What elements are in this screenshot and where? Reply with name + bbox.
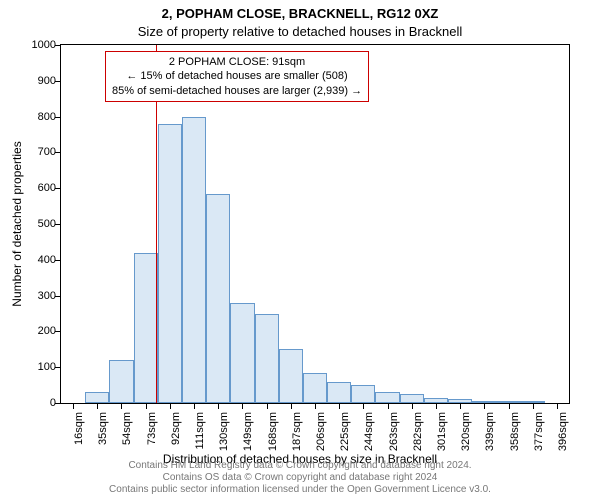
ytick-label: 900 — [16, 75, 56, 87]
annotation-line3: 85% of semi-detached houses are larger (… — [112, 84, 362, 98]
xtick-mark — [194, 404, 195, 409]
annotation-line2: ← 15% of detached houses are smaller (50… — [112, 69, 362, 83]
histogram-bar — [85, 392, 109, 403]
xtick-mark — [388, 404, 389, 409]
xtick-mark — [218, 404, 219, 409]
xtick-mark — [339, 404, 340, 409]
histogram-bar — [109, 360, 133, 403]
xtick-mark — [242, 404, 243, 409]
ytick-label: 600 — [16, 182, 56, 194]
histogram-bar — [182, 117, 206, 403]
xtick-mark — [557, 404, 558, 409]
histogram-bar — [375, 392, 399, 403]
histogram-bar — [400, 394, 424, 403]
ytick-label: 300 — [16, 290, 56, 302]
histogram-bar — [134, 253, 158, 403]
ytick-label: 100 — [16, 361, 56, 373]
footer-line2: Contains OS data © Crown copyright and d… — [0, 472, 600, 484]
histogram-bar — [158, 124, 182, 403]
ytick-label: 400 — [16, 254, 56, 266]
histogram-bar — [230, 303, 254, 403]
xtick-mark — [267, 404, 268, 409]
chart-subtitle: Size of property relative to detached ho… — [0, 24, 600, 39]
footer-line1: Contains HM Land Registry data © Crown c… — [0, 460, 600, 472]
xtick-mark — [315, 404, 316, 409]
footer: Contains HM Land Registry data © Crown c… — [0, 460, 600, 496]
histogram-bar — [424, 398, 448, 403]
xtick-mark — [436, 404, 437, 409]
annotation-box: 2 POPHAM CLOSE: 91sqm ← 15% of detached … — [105, 51, 369, 102]
xtick-mark — [170, 404, 171, 409]
footer-line3: Contains public sector information licen… — [0, 484, 600, 496]
xtick-mark — [121, 404, 122, 409]
histogram-bar — [206, 194, 230, 403]
histogram-bar — [521, 401, 545, 403]
ytick-label: 500 — [16, 218, 56, 230]
xtick-mark — [291, 404, 292, 409]
ytick-label: 700 — [16, 146, 56, 158]
histogram-bar — [496, 401, 520, 403]
histogram-bar — [351, 385, 375, 403]
xtick-mark — [484, 404, 485, 409]
histogram-bar — [279, 349, 303, 403]
xtick-mark — [509, 404, 510, 409]
xtick-mark — [146, 404, 147, 409]
plot-area: 2 POPHAM CLOSE: 91sqm ← 15% of detached … — [60, 44, 570, 404]
histogram-bar — [255, 314, 279, 404]
ytick-label: 1000 — [16, 39, 56, 51]
histogram-bar — [448, 399, 472, 403]
annotation-line1: 2 POPHAM CLOSE: 91sqm — [112, 55, 362, 69]
xtick-mark — [363, 404, 364, 409]
xtick-mark — [73, 404, 74, 409]
xtick-mark — [460, 404, 461, 409]
ytick-label: 800 — [16, 111, 56, 123]
chart-title: 2, POPHAM CLOSE, BRACKNELL, RG12 0XZ — [0, 6, 600, 21]
xtick-mark — [97, 404, 98, 409]
histogram-bar — [472, 401, 496, 403]
xtick-mark — [412, 404, 413, 409]
ytick-label: 0 — [16, 397, 56, 409]
xtick-mark — [533, 404, 534, 409]
histogram-bar — [327, 382, 351, 403]
ytick-label: 200 — [16, 325, 56, 337]
page: 2, POPHAM CLOSE, BRACKNELL, RG12 0XZ Siz… — [0, 0, 600, 500]
histogram-bar — [303, 373, 327, 403]
